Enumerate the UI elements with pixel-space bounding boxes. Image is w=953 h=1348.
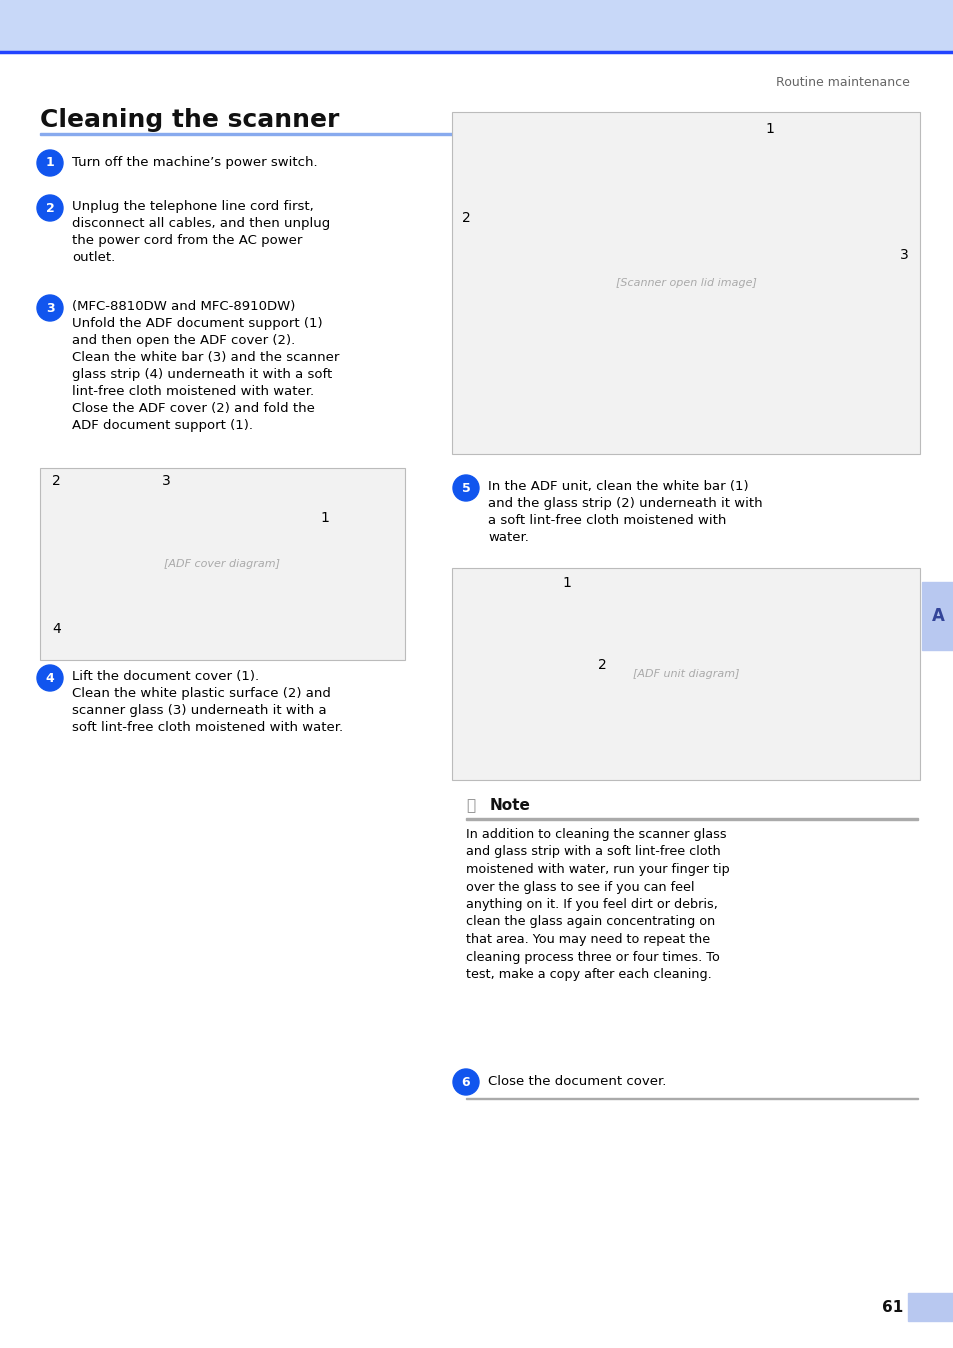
- Text: 3: 3: [46, 302, 54, 314]
- Text: 61: 61: [881, 1299, 902, 1314]
- Bar: [452, 568, 919, 780]
- Text: 3: 3: [162, 474, 171, 488]
- Text: 2: 2: [52, 474, 61, 488]
- Text: In addition to cleaning the scanner glass
and glass strip with a soft lint-free : In addition to cleaning the scanner glas…: [465, 828, 729, 981]
- Bar: [0, 0, 953, 53]
- Text: [ADF unit diagram]: [ADF unit diagram]: [632, 669, 739, 679]
- Text: (MFC-8810DW and MFC-8910DW)
Unfold the ADF document support (1)
and then open th: (MFC-8810DW and MFC-8910DW) Unfold the A…: [71, 301, 339, 431]
- Text: 4: 4: [52, 621, 61, 636]
- Text: Unplug the telephone line cord first,
disconnect all cables, and then unplug
the: Unplug the telephone line cord first, di…: [71, 200, 330, 264]
- Text: 1: 1: [764, 123, 774, 136]
- Text: 1: 1: [561, 576, 570, 590]
- Circle shape: [453, 1069, 478, 1095]
- Text: 2: 2: [461, 212, 470, 225]
- Text: 4: 4: [46, 671, 54, 685]
- Text: 6: 6: [461, 1076, 470, 1088]
- Text: 5: 5: [461, 481, 470, 495]
- Bar: [452, 112, 919, 454]
- Bar: [40, 133, 455, 135]
- Text: 1: 1: [319, 511, 329, 524]
- Circle shape: [37, 195, 63, 221]
- Text: 1: 1: [46, 156, 54, 170]
- Circle shape: [37, 665, 63, 692]
- Text: A: A: [930, 607, 943, 625]
- Bar: [40, 468, 405, 661]
- Text: Note: Note: [490, 798, 530, 813]
- Circle shape: [453, 474, 478, 501]
- Text: Close the document cover.: Close the document cover.: [488, 1074, 666, 1088]
- Circle shape: [37, 150, 63, 177]
- Text: 2: 2: [46, 201, 54, 214]
- Text: Routine maintenance: Routine maintenance: [776, 75, 909, 89]
- Text: Cleaning the scanner: Cleaning the scanner: [40, 108, 339, 132]
- Text: 3: 3: [899, 248, 908, 262]
- Text: Lift the document cover (1).
Clean the white plastic surface (2) and
scanner gla: Lift the document cover (1). Clean the w…: [71, 670, 343, 735]
- Text: [Scanner open lid image]: [Scanner open lid image]: [615, 278, 756, 288]
- Bar: [921, 582, 953, 650]
- Text: 📝: 📝: [465, 798, 475, 813]
- Circle shape: [37, 295, 63, 321]
- Text: In the ADF unit, clean the white bar (1)
and the glass strip (2) underneath it w: In the ADF unit, clean the white bar (1)…: [488, 480, 761, 545]
- Text: Turn off the machine’s power switch.: Turn off the machine’s power switch.: [71, 156, 317, 168]
- Bar: [465, 818, 917, 820]
- Bar: [907, 1293, 953, 1321]
- Text: [ADF cover diagram]: [ADF cover diagram]: [164, 559, 280, 569]
- Text: 2: 2: [598, 658, 606, 673]
